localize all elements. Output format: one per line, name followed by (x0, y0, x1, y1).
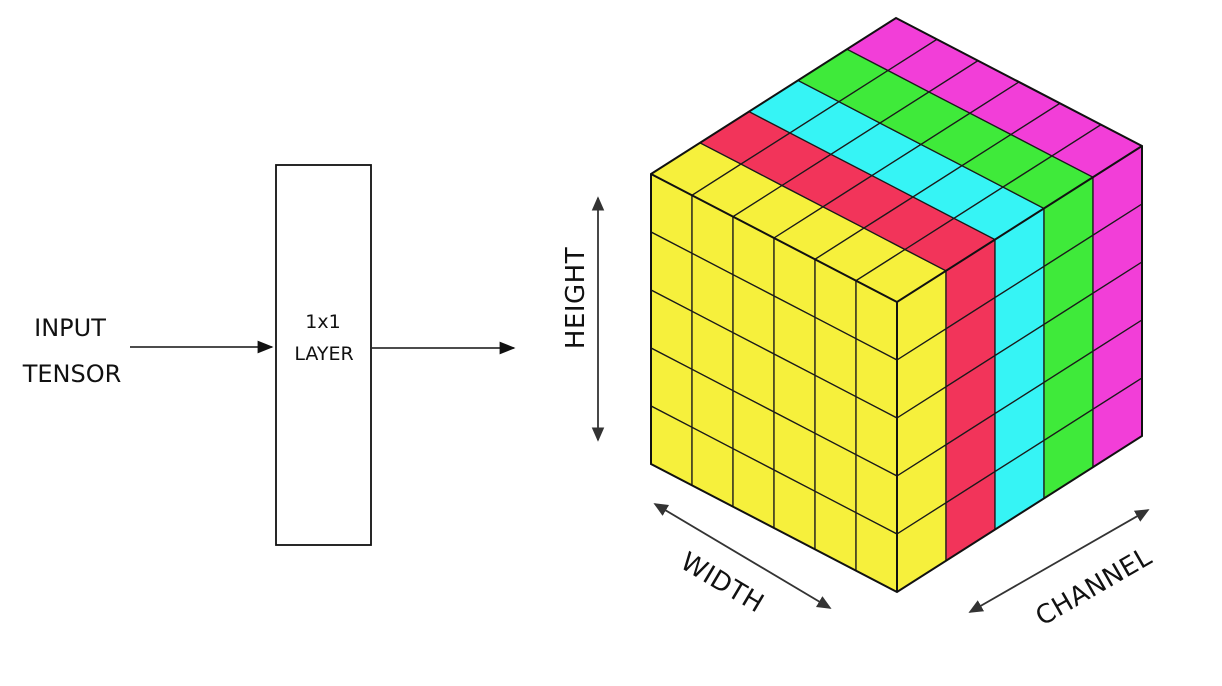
layer-label-line1: 1x1 (305, 311, 340, 333)
channel-label: CHANNEL (1031, 542, 1158, 632)
input-label-line2: TENSOR (22, 360, 122, 388)
width-arrow (653, 503, 832, 609)
input-label-line1: INPUT (34, 314, 106, 342)
layer-box (275, 164, 372, 546)
cube-outline (650, 16, 1143, 594)
channel-arrow (968, 509, 1150, 613)
output-tensor-cube (650, 16, 1143, 594)
height-label: HEIGHT (561, 247, 591, 349)
layer-label-line2: LAYER (294, 343, 353, 365)
width-label: WIDTH (675, 547, 769, 619)
